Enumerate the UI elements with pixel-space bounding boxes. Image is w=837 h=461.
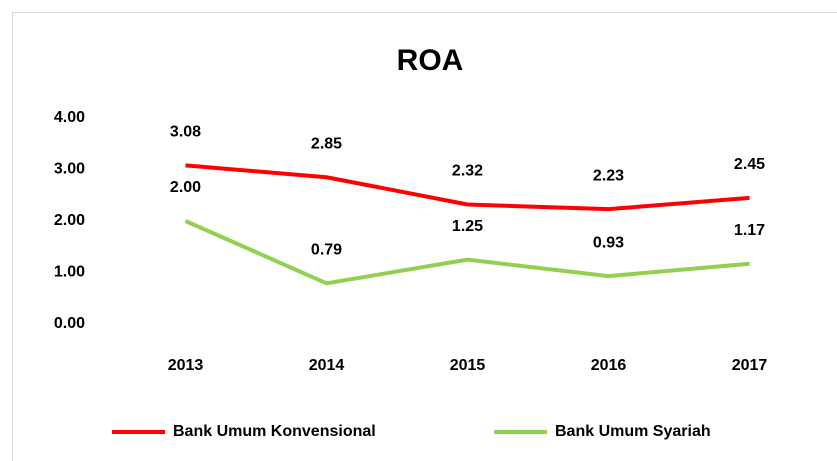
data-label: 0.79	[311, 242, 342, 259]
y-tick-label: 4.00	[54, 109, 85, 126]
data-label: 2.85	[311, 135, 342, 152]
data-label: 1.17	[734, 222, 765, 239]
data-label: 3.08	[170, 124, 201, 141]
y-tick-label: 2.00	[54, 212, 85, 229]
x-tick-label: 2015	[450, 357, 486, 374]
x-tick-label: 2013	[168, 357, 204, 374]
x-tick-label: 2014	[309, 357, 345, 374]
data-label: 2.23	[593, 167, 624, 184]
y-tick-label: 3.00	[54, 161, 85, 178]
y-tick-label: 0.00	[54, 315, 85, 332]
x-tick-label: 2017	[732, 357, 768, 374]
x-tick-label: 2016	[591, 357, 627, 374]
legend-label: Bank Umum Konvensional	[173, 423, 376, 440]
data-label: 2.00	[170, 179, 201, 196]
chart-title: ROA	[397, 44, 464, 77]
y-tick-label: 1.00	[54, 264, 85, 281]
data-label: 0.93	[593, 234, 624, 251]
data-label: 2.45	[734, 156, 765, 173]
line	[185, 163, 750, 212]
data-label: 2.32	[452, 163, 483, 180]
data-label: 1.25	[452, 218, 483, 235]
legend-label: Bank Umum Syariah	[555, 423, 711, 440]
line	[184, 219, 750, 286]
chart-border	[12, 12, 837, 461]
